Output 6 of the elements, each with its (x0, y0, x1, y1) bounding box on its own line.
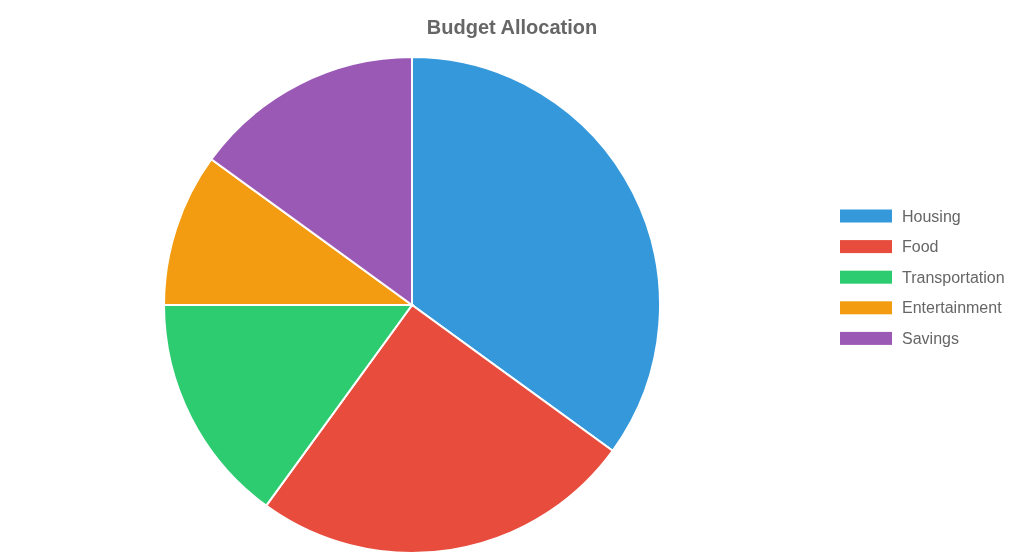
legend-label: Transportation (902, 268, 1005, 286)
legend-label: Entertainment (902, 299, 1003, 317)
legend-label: Food (902, 238, 939, 256)
legend-label: Savings (902, 330, 959, 347)
legend-label: Housing (902, 207, 961, 225)
chart-title: Budget Allocation (426, 16, 598, 38)
